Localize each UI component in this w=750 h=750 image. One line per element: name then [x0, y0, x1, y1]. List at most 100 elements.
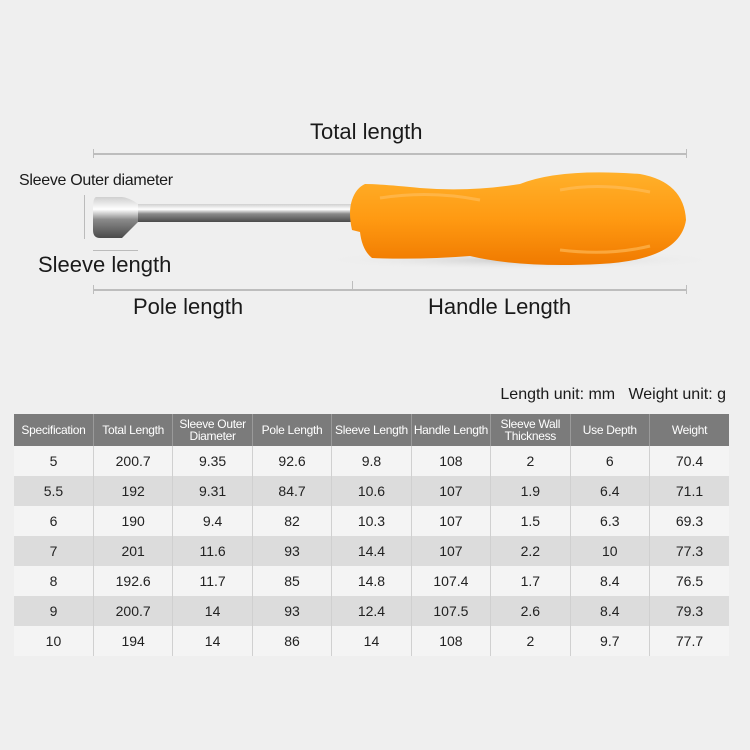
table-cell: 14 — [172, 626, 253, 656]
table-cell: 2 — [490, 626, 571, 656]
table-cell: 14.4 — [331, 536, 412, 566]
spec-table: Specification Total Length Sleeve Outer … — [14, 414, 729, 656]
sleeve-length-label: Sleeve length — [38, 252, 172, 277]
table-cell: 77.7 — [649, 626, 729, 656]
sleeve-length-dimension-line — [93, 250, 138, 251]
table-cell: 190 — [93, 506, 174, 536]
column-header: Sleeve Wall Thickness — [490, 414, 571, 446]
table-cell: 6.3 — [570, 506, 651, 536]
column-header: Specification — [14, 414, 94, 446]
table-cell: 201 — [93, 536, 174, 566]
table-cell: 200.7 — [93, 596, 174, 626]
table-cell: 5.5 — [14, 476, 94, 506]
pole-handle-dimension-line — [93, 289, 686, 291]
dimension-tick — [93, 285, 94, 294]
table-cell: 9.35 — [172, 446, 253, 476]
table-cell: 6.4 — [570, 476, 651, 506]
units-note: Length unit: mm Weight unit: g — [500, 386, 726, 403]
table-cell: 10 — [14, 626, 94, 656]
dimension-tick — [686, 149, 687, 158]
table-cell: 9.8 — [331, 446, 412, 476]
sleeve-socket — [93, 197, 138, 238]
total-length-label: Total length — [310, 119, 423, 144]
table-row: 5.5 192 9.31 84.7 10.6 107 1.9 6.4 71.1 — [14, 476, 729, 506]
table-cell: 107 — [411, 506, 492, 536]
table-cell: 85 — [252, 566, 333, 596]
table-cell: 2.2 — [490, 536, 571, 566]
table-cell: 8.4 — [570, 596, 651, 626]
dimension-tick — [352, 281, 353, 290]
table-cell: 9 — [14, 596, 94, 626]
table-cell: 7 — [14, 536, 94, 566]
shaft — [130, 204, 355, 222]
dimension-tick — [93, 149, 94, 158]
handle-grooves — [379, 184, 651, 254]
pole-length-label: Pole length — [133, 294, 244, 319]
table-cell: 93 — [252, 536, 333, 566]
table-cell: 192.6 — [93, 566, 174, 596]
nut-driver-image — [93, 172, 720, 270]
table-cell: 71.1 — [649, 476, 729, 506]
table-cell: 14.8 — [331, 566, 412, 596]
table-cell: 9.4 — [172, 506, 253, 536]
table-cell: 1.9 — [490, 476, 571, 506]
sleeve-outer-diameter-label: Sleeve Outer diameter — [19, 172, 173, 189]
table-cell: 92.6 — [252, 446, 333, 476]
table-cell: 200.7 — [93, 446, 174, 476]
table-cell: 76.5 — [649, 566, 729, 596]
table-cell: 70.4 — [649, 446, 729, 476]
column-header: Sleeve Length — [331, 414, 412, 446]
table-cell: 12.4 — [331, 596, 412, 626]
table-cell: 8.4 — [570, 566, 651, 596]
column-header: Use Depth — [570, 414, 651, 446]
table-cell: 192 — [93, 476, 174, 506]
column-header: Pole Length — [252, 414, 333, 446]
table-row: 10 194 14 86 14 108 2 9.7 77.7 — [14, 626, 729, 656]
table-row: 9 200.7 14 93 12.4 107.5 2.6 8.4 79.3 — [14, 596, 729, 626]
column-header: Handle Length — [411, 414, 492, 446]
table-cell: 107 — [411, 536, 492, 566]
table-header-row: Specification Total Length Sleeve Outer … — [14, 414, 729, 446]
sleeve-diameter-dimension-line — [84, 195, 85, 239]
table-cell: 8 — [14, 566, 94, 596]
table-cell: 107.4 — [411, 566, 492, 596]
table-row: 6 190 9.4 82 10.3 107 1.5 6.3 69.3 — [14, 506, 729, 536]
table-row: 8 192.6 11.7 85 14.8 107.4 1.7 8.4 76.5 — [14, 566, 729, 596]
table-cell: 93 — [252, 596, 333, 626]
table-cell: 1.7 — [490, 566, 571, 596]
table-cell: 11.7 — [172, 566, 253, 596]
table-cell: 5 — [14, 446, 94, 476]
table-cell: 2.6 — [490, 596, 571, 626]
table-cell: 9.7 — [570, 626, 651, 656]
table-cell: 86 — [252, 626, 333, 656]
column-header: Weight — [649, 414, 729, 446]
table-cell: 79.3 — [649, 596, 729, 626]
table-cell: 108 — [411, 446, 492, 476]
table-cell: 108 — [411, 626, 492, 656]
table-cell: 84.7 — [252, 476, 333, 506]
table-cell: 11.6 — [172, 536, 253, 566]
table-cell: 82 — [252, 506, 333, 536]
table-cell: 2 — [490, 446, 571, 476]
table-cell: 10.6 — [331, 476, 412, 506]
handle — [350, 172, 686, 265]
table-row: 7 201 11.6 93 14.4 107 2.2 10 77.3 — [14, 536, 729, 566]
table-cell: 107 — [411, 476, 492, 506]
table-cell: 6 — [14, 506, 94, 536]
table-cell: 194 — [93, 626, 174, 656]
table-cell: 77.3 — [649, 536, 729, 566]
total-length-dimension-line — [93, 153, 686, 155]
column-header: Sleeve Outer Diameter — [172, 414, 253, 446]
table-cell: 14 — [172, 596, 253, 626]
table-cell: 69.3 — [649, 506, 729, 536]
table-row: 5 200.7 9.35 92.6 9.8 108 2 6 70.4 — [14, 446, 729, 476]
table-cell: 14 — [331, 626, 412, 656]
column-header: Total Length — [93, 414, 174, 446]
table-cell: 1.5 — [490, 506, 571, 536]
table-cell: 10 — [570, 536, 651, 566]
dimension-tick — [686, 285, 687, 294]
table-cell: 9.31 — [172, 476, 253, 506]
table-cell: 107.5 — [411, 596, 492, 626]
table-cell: 10.3 — [331, 506, 412, 536]
table-cell: 6 — [570, 446, 651, 476]
